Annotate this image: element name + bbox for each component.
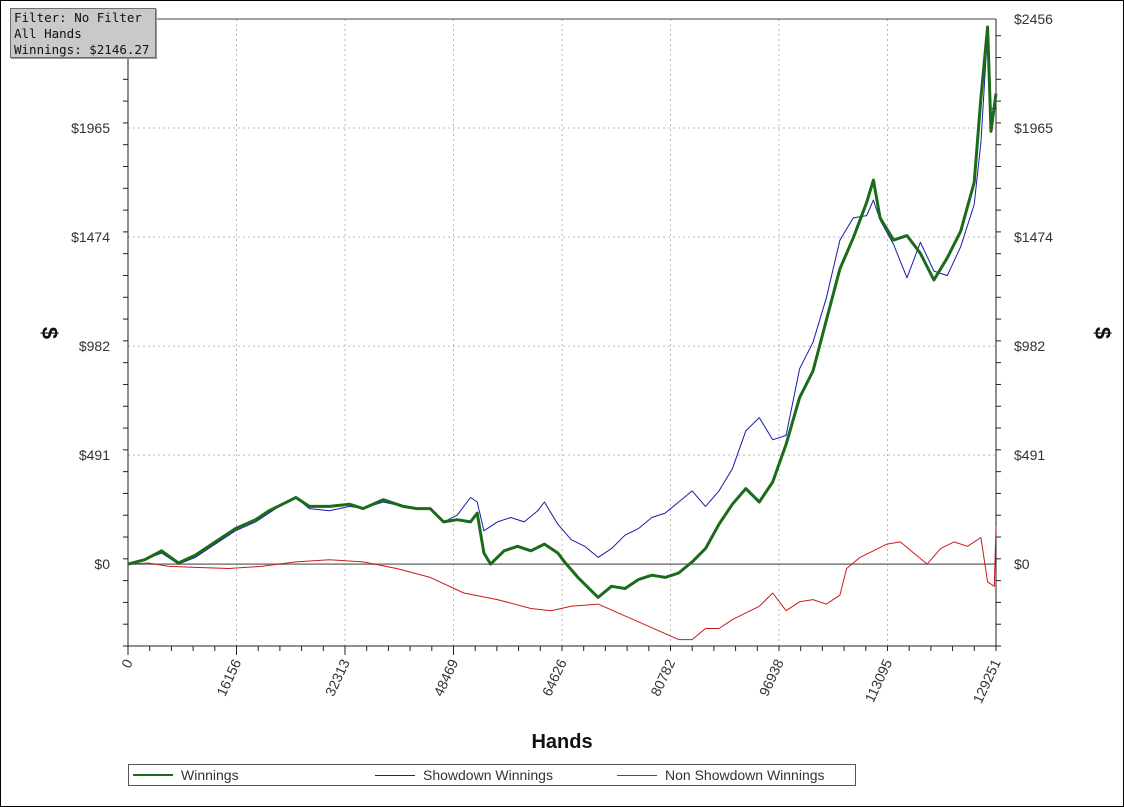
filter-info-box: Filter: No Filter All Hands Winnings: $2… (10, 8, 156, 58)
legend-swatch-non-showdown (617, 774, 657, 776)
y-tick-label-right: $0 (1014, 556, 1030, 572)
legend-label-winnings: Winnings (181, 767, 239, 783)
y-tick-label-right: $491 (1014, 447, 1045, 463)
grid-lines (128, 18, 996, 646)
x-tick-label: 96938 (756, 656, 787, 698)
y-tick-label-right: $2456 (1014, 11, 1053, 27)
legend-label-showdown: Showdown Winnings (423, 767, 553, 783)
x-tick-label: 48469 (430, 656, 461, 698)
x-axis-title: Hands (531, 731, 592, 753)
legend-swatch-winnings (133, 774, 173, 776)
x-tick-label: 129251 (969, 656, 1003, 705)
winnings-label: Winnings: $2146.27 (14, 42, 150, 57)
x-tick-label: 64626 (539, 656, 570, 698)
x-tick-label: 80782 (647, 656, 678, 698)
chart-legend: Winnings Showdown Winnings Non Showdown … (128, 764, 856, 786)
legend-item-non-showdown: Non Showdown Winnings (613, 767, 825, 783)
y-tick-label-left: $1474 (71, 229, 110, 245)
y-tick-label-right: $1474 (1014, 229, 1053, 245)
x-tick-label: 113095 (861, 656, 895, 704)
y-tick-label-right: $1965 (1014, 120, 1053, 136)
y-tick-label-right: $982 (1014, 338, 1045, 354)
x-tick-label: 16156 (213, 656, 244, 698)
legend-item-winnings: Winnings (129, 767, 239, 783)
series-line-non-showdown-winnings (127, 526, 997, 641)
y-tick-label-left: $982 (79, 338, 110, 354)
filter-label: Filter: No Filter (14, 10, 142, 25)
x-tick-label: 0 (118, 656, 136, 670)
legend-item-showdown: Showdown Winnings (371, 767, 553, 783)
axes (123, 18, 1001, 655)
y-tick-label-left: $491 (79, 447, 110, 463)
y-axis-title-right: $ (1090, 327, 1115, 339)
y-tick-label-left: $1965 (71, 120, 110, 136)
hands-label: All Hands (14, 26, 82, 41)
x-tick-label: 32313 (322, 656, 353, 698)
y-tick-label-left: $0 (94, 556, 110, 572)
series-lines (127, 25, 998, 641)
legend-swatch-showdown (375, 774, 415, 776)
y-axis-title-left: $ (37, 327, 62, 339)
series-line-winnings (127, 25, 998, 599)
legend-label-non-showdown: Non Showdown Winnings (665, 767, 825, 783)
